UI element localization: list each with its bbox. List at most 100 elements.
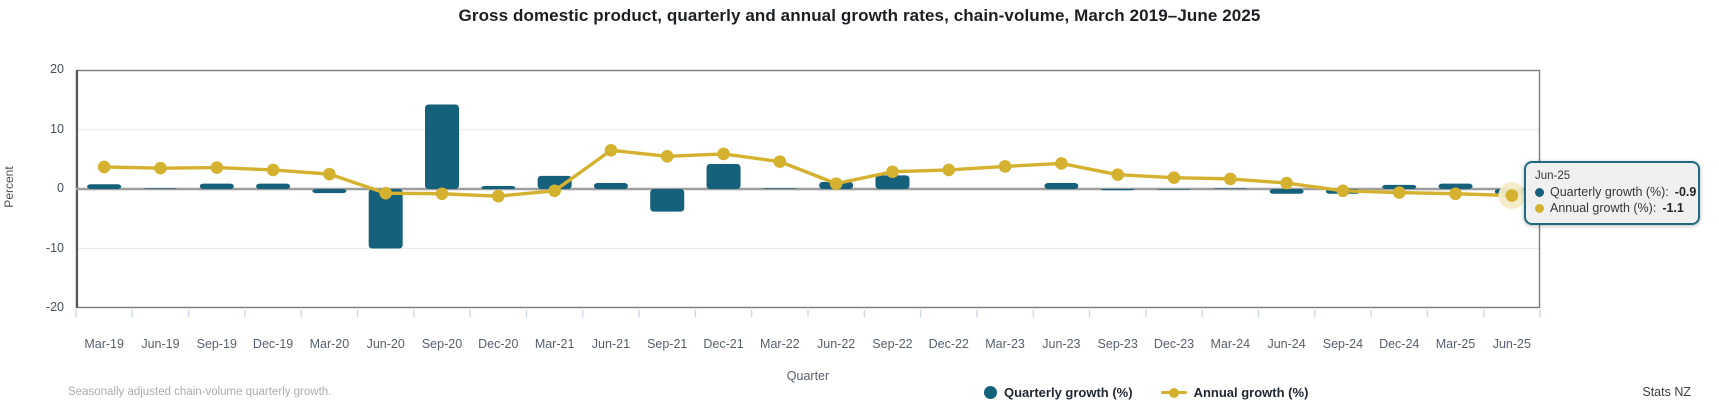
tooltip-value-annual: -1.1 [1662,201,1684,215]
y-tick-label: -20 [45,300,64,314]
bar-Jun-19[interactable] [143,188,178,189]
footnote: Seasonally adjusted chain-volume quarter… [68,386,332,398]
tooltip-row-quarterly: Quarterly growth (%): -0.9 [1535,185,1696,199]
annual-series-marker-icon [1160,386,1187,399]
quarterly-series-marker-icon [984,386,997,399]
bar-Dec-23[interactable] [1157,189,1191,190]
dot-Sep-21[interactable] [660,149,674,163]
legend-item-quarterly[interactable]: Quarterly growth (%) [984,385,1133,400]
dot-Dec-21[interactable] [717,147,730,161]
bar-Sep-19[interactable] [199,183,234,189]
dot-Sep-22[interactable] [886,165,899,179]
bar-Dec-20[interactable] [481,186,516,189]
dot-Dec-22[interactable] [942,163,956,177]
x-tick-label: Jun-22 [817,337,855,351]
bar-Jun-23[interactable] [1044,183,1079,189]
bar-Jun-20[interactable] [368,189,403,249]
dot-Dec-23[interactable] [1167,171,1181,184]
dot-Dec-20[interactable] [492,189,505,203]
x-tick-label: Mar-22 [760,337,800,351]
x-tick-label: Sep-22 [872,337,912,351]
tooltip-value-quarterly: -0.9 [1674,185,1697,199]
bar-Mar-20[interactable] [312,189,347,194]
bar-Mar-22[interactable] [762,188,797,189]
y-axis-tick-labels: 20 10 0 -10 -20 [0,62,64,314]
quarterly-bullet-icon [1535,187,1544,197]
x-tick-label: Dec-20 [478,337,518,351]
x-tick-label: Jun-20 [367,337,405,351]
bar-Dec-21[interactable] [706,164,741,189]
dot-Sep-24[interactable] [1336,184,1350,198]
page-title: Gross domestic product, quarterly and an… [458,6,1261,25]
bar-Jun-24[interactable] [1269,189,1304,194]
dot-Jun-21[interactable] [604,144,618,157]
x-tick-label: Sep-23 [1098,337,1138,351]
x-tick-label: Sep-20 [422,337,462,351]
bar-Sep-23[interactable] [1100,189,1135,191]
dot-Mar-25[interactable] [1449,187,1462,201]
legend-label-quarterly: Quarterly growth (%) [1004,385,1133,400]
bar-Sep-20[interactable] [425,104,459,189]
dot-Jun-25[interactable] [1505,189,1519,202]
tooltip-label-annual: Annual growth (%): [1550,201,1657,215]
tooltip: Jun-25 Quarterly growth (%): -0.9 Annual… [1524,161,1700,225]
x-tick-label: Dec-21 [703,337,743,351]
dot-Jun-23[interactable] [1055,157,1068,170]
bar-Dec-19[interactable] [256,183,291,189]
x-tick-label: Dec-19 [253,337,293,351]
legend-item-annual[interactable]: Annual growth (%) [1160,385,1309,400]
bar-Mar-25[interactable] [1438,183,1473,189]
bar-Sep-21[interactable] [650,189,685,212]
dot-Sep-23[interactable] [1111,168,1124,182]
gdp-chart-canvas: Mar-19 Jun-19 Sep-19 Dec-19 Mar-20 Jun-20 Sep-… [75,69,1541,351]
tooltip-label-quarterly: Quarterly growth (%): [1550,185,1669,199]
dot-Sep-19[interactable] [210,161,224,174]
annual-growth-line [102,148,1514,198]
x-tick-label: Sep-21 [647,337,687,351]
x-tick-label: Mar-25 [1436,337,1476,351]
x-tick-label: Mar-24 [1211,337,1251,351]
dot-Jun-24[interactable] [1280,176,1293,190]
dot-Sep-20[interactable] [435,187,449,201]
legend-label-annual: Annual growth (%) [1193,385,1309,400]
bar-Sep-22[interactable] [875,175,910,189]
bar-Jun-21[interactable] [593,183,628,189]
dot-Dec-24[interactable] [1392,186,1406,199]
bar-Mar-24[interactable] [1213,188,1248,189]
dot-Mar-21[interactable] [548,184,561,198]
x-axis-title: Quarter [786,369,830,383]
x-tick-label: Dec-22 [929,337,969,351]
dot-Dec-19[interactable] [266,163,280,177]
dot-Mar-19[interactable] [97,160,111,174]
y-tick-label: 20 [50,62,64,76]
x-tick-label: Dec-23 [1154,337,1194,351]
plot-area: Mar-19 Jun-19 Sep-19 Dec-19 Mar-20 Jun-20 Sep-… [75,69,1541,360]
tooltip-row-annual: Annual growth (%): -1.1 [1535,201,1689,215]
y-tick-label: 0 [57,181,64,195]
x-tick-label: Sep-19 [197,337,237,351]
y-tick-label: 10 [50,121,64,136]
dot-Jun-19[interactable] [154,161,167,175]
x-tick-label: Mar-20 [310,337,350,351]
dot-Mar-22[interactable] [773,155,787,168]
annual-bullet-icon [1535,203,1544,213]
dot-Jun-20[interactable] [379,186,392,200]
tooltip-title: Jun-25 [1535,170,1571,182]
x-tick-label: Mar-21 [535,337,575,351]
dot-Mar-24[interactable] [1224,172,1237,186]
x-tick-label: Jun-24 [1267,337,1305,351]
x-tick-label: Jun-21 [592,337,630,351]
x-tick-label: Jun-19 [141,337,179,351]
bar-Mar-19[interactable] [87,184,122,189]
dot-Jun-22[interactable] [829,177,843,190]
dot-Mar-23[interactable] [998,160,1012,173]
y-tick-label: -10 [45,240,64,255]
x-tick-label: Jun-25 [1493,337,1531,351]
source-attribution: Stats NZ [1642,385,1691,399]
x-tick-label: Dec-24 [1379,337,1419,351]
dot-Mar-20[interactable] [323,167,336,181]
x-tick-label: Mar-19 [84,337,124,351]
chart-legend: Quarterly growth (%) Annual growth (%) [984,385,1308,400]
x-tick-label: Sep-24 [1323,337,1363,351]
